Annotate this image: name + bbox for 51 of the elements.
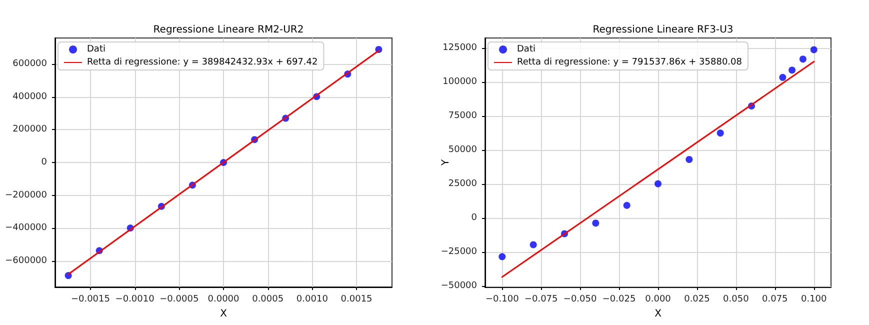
x-tick-label: 0.0015: [340, 294, 372, 304]
point: [592, 220, 600, 227]
legend-label: Dati: [517, 44, 536, 54]
x-tick-label: 0.050: [723, 294, 750, 304]
legend-label: Dati: [87, 44, 106, 54]
point: [788, 66, 796, 74]
x-tick-label: −0.075: [524, 294, 558, 304]
y-tick-label: 50000: [448, 145, 478, 156]
x-tick-label: 0.0005: [252, 294, 284, 304]
y-tick-label: 0: [471, 213, 478, 224]
point: [716, 130, 724, 137]
point: [810, 46, 818, 54]
x-tick-label: 0.000: [645, 294, 672, 304]
y-tick-label: 100000: [442, 77, 478, 88]
point: [654, 180, 662, 188]
x-tick-label: −0.0010: [115, 294, 155, 304]
y-axis-title: Y: [440, 158, 452, 167]
y-tick-label: −50000: [440, 281, 478, 292]
x-tick-label: −0.0005: [160, 294, 199, 304]
x-axis-title: X: [654, 308, 662, 320]
x-tick-label: −0.0015: [70, 294, 110, 304]
x-tick-label: −0.100: [485, 294, 520, 304]
point: [779, 74, 786, 81]
x-tick-label: 0.100: [800, 294, 828, 304]
chart-title: Regressione Lineare RM2-UR2: [153, 24, 304, 36]
y-tick-label: 400000: [12, 92, 48, 102]
y-tick-label: 200000: [12, 124, 48, 135]
y-tick-label: 600000: [12, 59, 48, 70]
y-tick-label: 125000: [442, 43, 478, 54]
x-tick-label: −0.050: [563, 294, 597, 304]
x-axis-title: X: [220, 308, 228, 320]
y-tick-label: −200000: [5, 190, 48, 200]
chart-title: Regressione Lineare RF3-U3: [592, 24, 734, 36]
legend-label: Retta di regressione: y = 791537.86x + 35880.08: [517, 58, 742, 68]
point: [623, 202, 630, 209]
x-tick-label: 0.025: [684, 294, 710, 304]
x-tick-label: −0.025: [602, 294, 636, 304]
x-tick-label: 0.075: [762, 294, 788, 304]
point: [498, 253, 506, 260]
y-tick-label: −400000: [5, 223, 48, 234]
legend-label: Retta di regressione: y = 389842432.93x + 697.42: [87, 58, 318, 68]
point: [530, 241, 537, 248]
y-tick-label: 0: [41, 158, 48, 168]
point: [686, 156, 693, 163]
x-tick-label: 0.0000: [208, 294, 240, 304]
x-tick-label: 0.0010: [296, 294, 328, 304]
y-tick-label: 75000: [448, 111, 478, 122]
y-tick-label: −25000: [440, 247, 478, 258]
y-tick-label: 25000: [448, 179, 478, 190]
point: [799, 56, 806, 63]
y-tick-label: −600000: [5, 256, 48, 266]
